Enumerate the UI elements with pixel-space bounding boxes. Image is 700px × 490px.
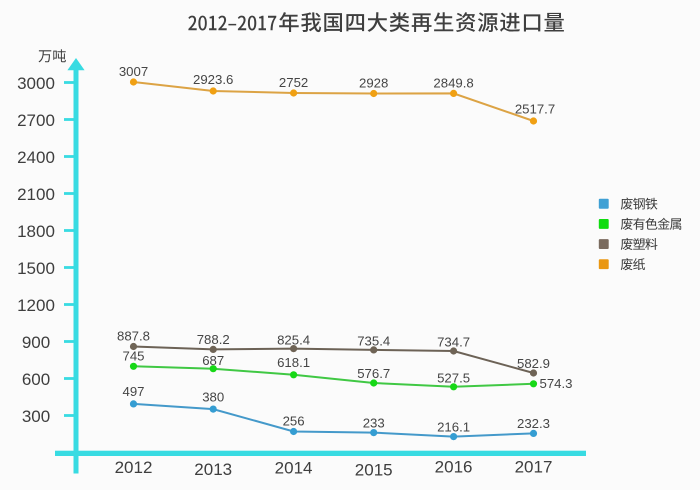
- svg-text:256: 256: [283, 414, 305, 429]
- svg-text:527.5: 527.5: [437, 370, 470, 385]
- svg-text:1200: 1200: [17, 296, 55, 315]
- svg-text:2012: 2012: [115, 458, 153, 477]
- svg-text:216.1: 216.1: [437, 419, 470, 434]
- svg-text:1500: 1500: [17, 259, 55, 278]
- svg-text:734.7: 734.7: [437, 335, 470, 350]
- svg-text:618.1: 618.1: [277, 355, 310, 370]
- svg-text:2015: 2015: [355, 461, 393, 480]
- svg-text:2017: 2017: [515, 458, 553, 477]
- svg-text:900: 900: [22, 333, 50, 352]
- svg-text:825.4: 825.4: [277, 333, 310, 348]
- svg-text:3007: 3007: [119, 64, 148, 79]
- svg-text:2849.8: 2849.8: [433, 75, 473, 90]
- svg-text:233: 233: [363, 415, 385, 430]
- svg-text:735.4: 735.4: [357, 334, 390, 349]
- svg-text:2014: 2014: [275, 459, 313, 478]
- svg-text:687: 687: [202, 353, 224, 368]
- svg-text:300: 300: [22, 407, 50, 426]
- svg-text:1800: 1800: [17, 222, 55, 241]
- svg-text:2016: 2016: [435, 458, 473, 477]
- svg-text:574.3: 574.3: [540, 376, 573, 391]
- svg-text:2100: 2100: [17, 185, 55, 204]
- svg-text:2517.7: 2517.7: [515, 102, 555, 117]
- svg-text:3000: 3000: [17, 74, 55, 93]
- svg-text:788.2: 788.2: [197, 332, 230, 347]
- svg-text:2923.6: 2923.6: [193, 72, 233, 87]
- svg-text:232.3: 232.3: [517, 416, 550, 431]
- svg-text:745: 745: [122, 348, 144, 363]
- svg-text:2700: 2700: [17, 111, 55, 130]
- svg-text:497: 497: [122, 384, 144, 399]
- svg-text:600: 600: [22, 370, 50, 389]
- svg-text:887.8: 887.8: [117, 329, 150, 344]
- svg-text:576.7: 576.7: [357, 366, 390, 381]
- svg-text:380: 380: [202, 390, 224, 405]
- svg-text:582.9: 582.9: [517, 356, 550, 371]
- svg-text:2752: 2752: [279, 75, 308, 90]
- svg-text:2928: 2928: [359, 76, 388, 91]
- svg-text:2400: 2400: [17, 148, 55, 167]
- svg-text:2013: 2013: [194, 460, 232, 479]
